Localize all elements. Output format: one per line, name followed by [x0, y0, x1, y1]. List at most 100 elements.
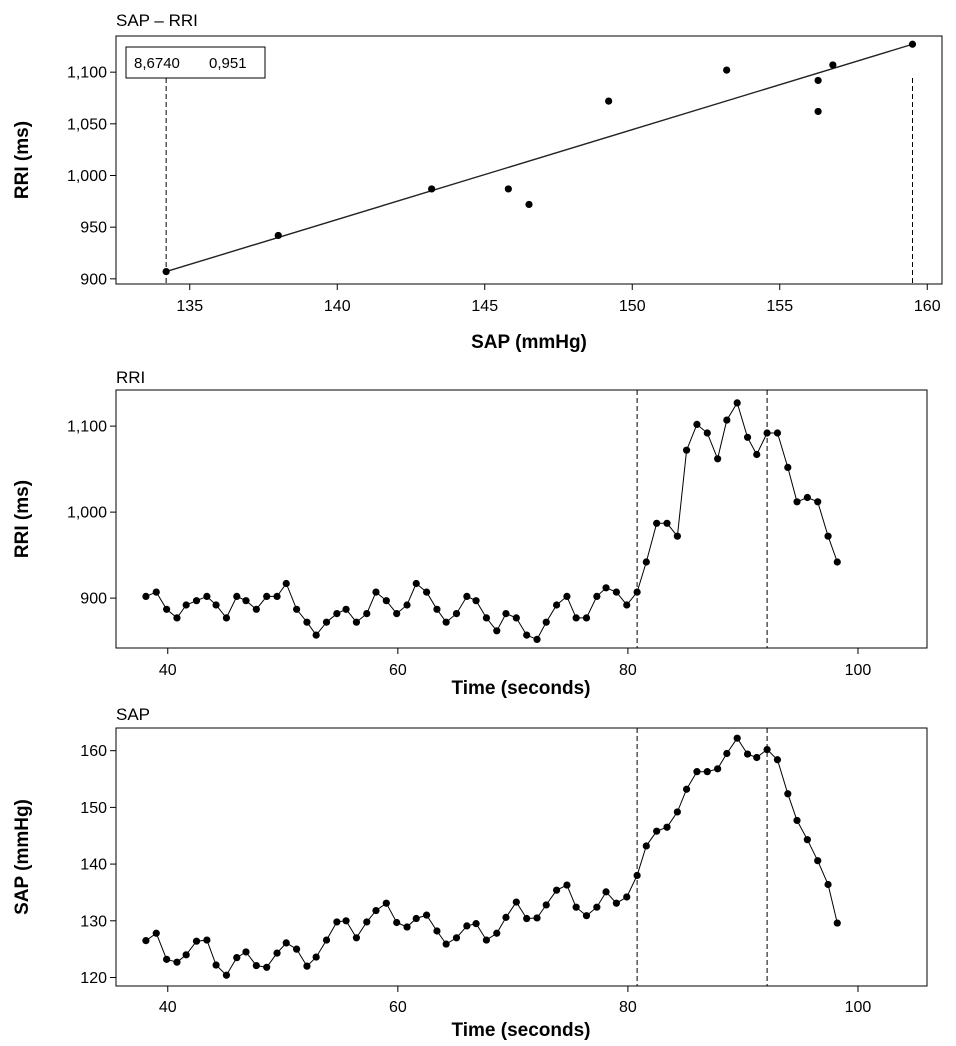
data-point: [142, 592, 150, 601]
data-point: [552, 601, 561, 609]
data-point: [412, 579, 420, 588]
data-point: [833, 919, 841, 927]
scatter-ylabel: RRI (ms): [12, 121, 33, 199]
data-point: [472, 920, 480, 928]
data-point: [433, 605, 441, 613]
y-tick-label: 950: [80, 220, 107, 237]
series-line: [145, 737, 838, 977]
data-point: [763, 745, 771, 754]
data-point: [814, 498, 822, 506]
data-point: [173, 958, 181, 966]
data-point: [682, 446, 691, 454]
data-point: [824, 880, 832, 889]
data-point: [642, 558, 650, 566]
scatter-marks: [162, 40, 917, 284]
data-point: [612, 899, 621, 907]
data-point: [814, 107, 822, 116]
data-point: [192, 937, 201, 945]
x-tick-label: 60: [389, 662, 407, 679]
data-point: [733, 734, 741, 742]
data-point: [273, 592, 281, 601]
data-point: [322, 618, 331, 626]
data-point: [442, 940, 450, 948]
data-point: [242, 948, 250, 956]
data-point: [433, 927, 441, 935]
x-tick-label: 150: [619, 298, 646, 315]
data-point: [602, 584, 610, 592]
data-point: [743, 750, 752, 758]
data-point: [512, 614, 520, 622]
x-tick-label: 60: [389, 999, 407, 1016]
data-point: [333, 610, 341, 618]
data-point: [182, 601, 190, 609]
data-point: [814, 76, 822, 85]
data-point: [372, 588, 380, 596]
data-point: [233, 592, 241, 601]
data-point: [542, 901, 550, 909]
data-point: [663, 823, 671, 831]
data-point: [703, 429, 711, 437]
data-point: [274, 231, 282, 240]
data-point: [322, 936, 331, 944]
data-point: [293, 605, 301, 613]
data-point: [908, 40, 917, 48]
data-point: [163, 605, 171, 613]
sap-marks: [142, 728, 841, 986]
data-point: [525, 200, 533, 209]
data-point: [273, 949, 281, 957]
data-point: [403, 601, 411, 609]
series-line: [145, 401, 838, 641]
data-point: [623, 601, 631, 609]
y-tick-label: 150: [80, 800, 107, 817]
data-point: [472, 597, 480, 605]
data-point: [363, 610, 371, 618]
x-tick-label: 135: [176, 298, 203, 315]
data-point: [572, 614, 580, 622]
data-point: [693, 768, 701, 776]
data-point: [303, 962, 311, 970]
data-point: [463, 922, 471, 930]
data-point: [422, 588, 431, 596]
rri-title: RRI: [116, 368, 145, 387]
data-point: [252, 961, 260, 970]
data-point: [793, 498, 801, 506]
data-point: [773, 429, 782, 437]
data-point: [263, 963, 271, 971]
data-point: [393, 610, 401, 618]
data-point: [163, 955, 171, 963]
data-point: [403, 923, 411, 931]
data-point: [333, 918, 341, 926]
y-tick-label: 1,000: [67, 505, 107, 522]
data-point: [563, 592, 571, 601]
data-point: [542, 618, 550, 626]
data-point: [753, 450, 761, 459]
data-point: [482, 936, 491, 944]
data-point: [393, 918, 401, 927]
data-point: [714, 765, 722, 773]
data-point: [493, 929, 501, 937]
data-point: [723, 749, 731, 758]
x-tick-label: 40: [159, 999, 177, 1016]
sap-title: SAP: [116, 705, 150, 724]
data-point: [493, 627, 501, 635]
x-tick-label: 40: [159, 662, 177, 679]
x-tick-label: 145: [471, 298, 498, 315]
data-point: [263, 592, 271, 601]
data-point: [714, 455, 722, 463]
data-point: [552, 886, 561, 894]
data-point: [142, 937, 150, 945]
data-point: [192, 597, 201, 605]
data-point: [382, 597, 390, 605]
data-point: [763, 429, 771, 437]
data-point: [642, 842, 650, 850]
scatter-ticks: 135 140 145 150 155 160 900 950 1,000 1,050 1,100: [67, 65, 941, 315]
data-point: [372, 906, 380, 915]
data-point: [533, 635, 541, 644]
data-point: [162, 268, 170, 276]
rri-ticks: 40 60 80 100 900 1,000 1,100: [67, 419, 871, 679]
data-point: [428, 185, 436, 193]
data-point: [803, 493, 811, 502]
data-point: [203, 936, 211, 944]
data-point: [282, 939, 290, 947]
sap-xlabel: Time (seconds): [451, 1020, 590, 1041]
